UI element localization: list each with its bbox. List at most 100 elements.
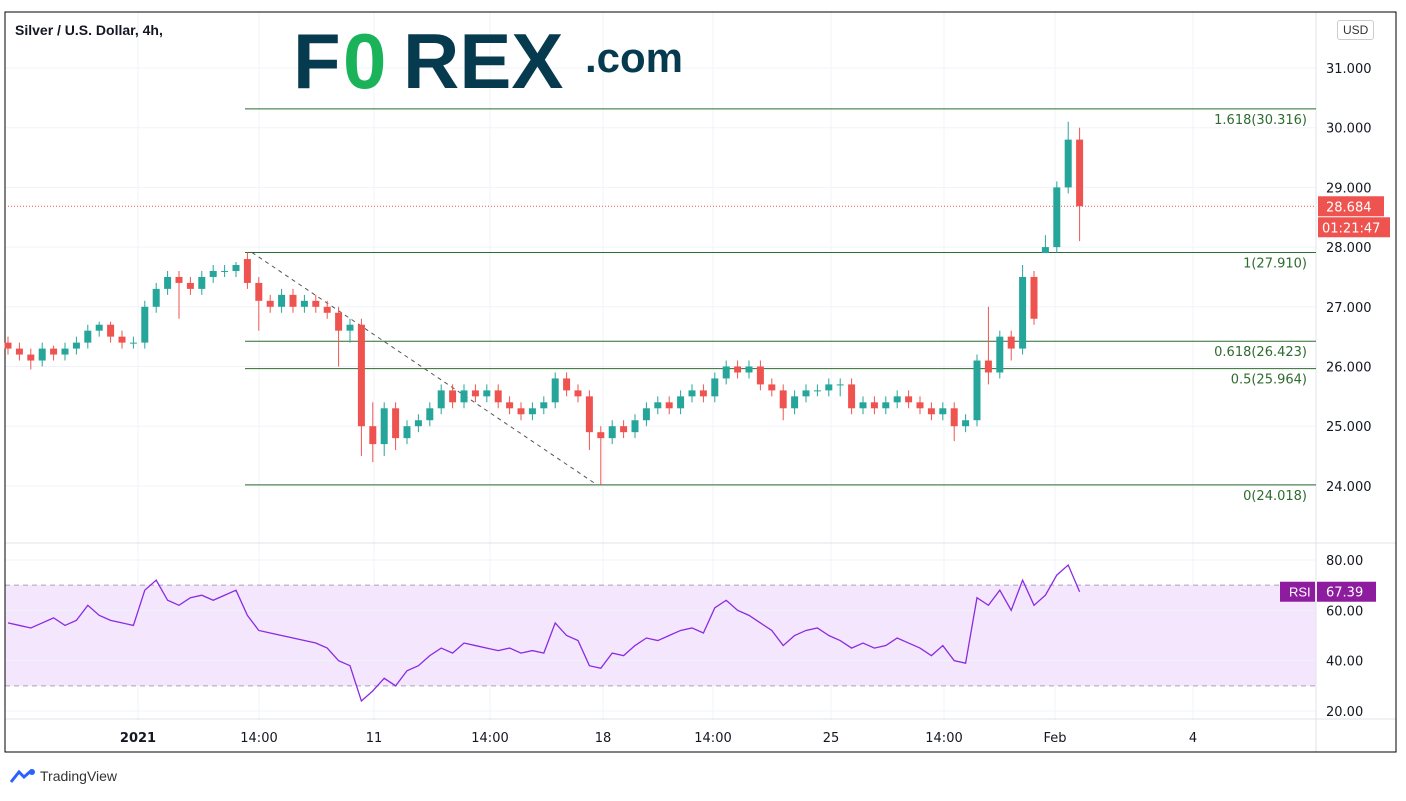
time-tick-label: 14:00 <box>694 731 731 746</box>
candle-body <box>574 390 582 397</box>
candle <box>620 420 628 439</box>
candle-body <box>357 324 365 427</box>
candle-body <box>61 348 69 355</box>
candle <box>905 390 913 409</box>
candle <box>357 318 365 457</box>
candle <box>528 402 536 421</box>
candle <box>1053 181 1061 254</box>
candle-body <box>905 396 913 403</box>
candle <box>198 270 206 295</box>
candle <box>494 384 502 409</box>
candle-body <box>380 408 388 445</box>
candle <box>882 396 890 415</box>
rsi-value-label: 67.39 <box>1326 586 1363 601</box>
candle <box>61 342 69 361</box>
candle <box>300 294 308 313</box>
candle-body <box>939 408 947 415</box>
candle-body <box>38 348 46 361</box>
candle <box>779 384 787 421</box>
candle-body <box>312 300 320 307</box>
candle-body <box>437 390 445 409</box>
currency-button[interactable]: USD <box>1337 20 1375 40</box>
price-tick-label: 26.000 <box>1326 361 1372 376</box>
candle <box>962 414 970 433</box>
candle <box>266 294 274 313</box>
candle <box>27 348 35 370</box>
countdown-value: 01:21:47 <box>1322 221 1380 236</box>
candle-body <box>414 420 422 427</box>
rsi-line <box>7 563 1081 703</box>
candle <box>836 378 844 397</box>
candle-body <box>984 360 992 373</box>
candle <box>927 402 935 421</box>
candle <box>665 396 673 415</box>
candle <box>129 336 137 349</box>
candle <box>677 390 685 415</box>
candle-body <box>813 390 821 392</box>
tradingview-logo-icon <box>10 768 35 783</box>
candle <box>642 402 650 427</box>
candle-body <box>221 270 229 272</box>
candle-body <box>688 390 696 397</box>
candle-body <box>198 276 206 289</box>
candle <box>1019 265 1027 355</box>
candle <box>118 330 126 349</box>
candle-body <box>802 390 810 397</box>
candle <box>369 402 377 463</box>
svg-text:REX: REX <box>403 26 563 96</box>
time-tick-label: Feb <box>1043 731 1066 746</box>
candle-body <box>346 324 354 331</box>
candle-body <box>779 390 787 409</box>
candle <box>449 384 457 409</box>
candle-body <box>722 366 730 379</box>
rsi-name-tag <box>1280 581 1315 602</box>
candle <box>164 270 172 295</box>
candle <box>346 318 354 343</box>
candle <box>414 414 422 433</box>
candle <box>939 402 947 421</box>
candle <box>221 265 229 277</box>
candle-body <box>836 384 844 386</box>
candle <box>745 360 753 379</box>
svg-text:.com: .com <box>585 34 683 81</box>
candle-body <box>870 402 878 409</box>
candle-body <box>255 282 263 301</box>
tradingview-brand[interactable]: TradingView <box>10 768 117 784</box>
candle <box>380 402 388 457</box>
candle <box>608 420 616 445</box>
candle <box>175 270 183 319</box>
candle-body <box>745 366 753 373</box>
time-tick-label: 14:00 <box>240 731 277 746</box>
candle-body <box>243 259 251 283</box>
candle <box>1041 235 1049 254</box>
candle <box>243 252 251 289</box>
candle <box>916 396 924 415</box>
candle <box>426 402 434 427</box>
candle <box>768 378 776 397</box>
candle <box>791 390 799 415</box>
candle-body <box>1007 336 1015 349</box>
time-tick-label: 14:00 <box>471 731 508 746</box>
candle-body <box>825 384 833 391</box>
candle <box>1064 121 1072 194</box>
chart-frame <box>4 11 1397 753</box>
candle-body <box>449 390 457 403</box>
candle-body <box>677 396 685 409</box>
candle-body <box>403 426 411 439</box>
candle <box>152 282 160 313</box>
candle-body <box>27 354 35 361</box>
candle-body <box>585 396 593 433</box>
candle <box>551 372 559 409</box>
candle-body <box>551 378 559 403</box>
candle <box>722 360 730 385</box>
fib-level-label: 0.5(25.964) <box>1231 373 1307 388</box>
candle <box>471 384 479 403</box>
candle <box>825 378 833 397</box>
candle-body <box>186 282 194 289</box>
candle-body <box>266 300 274 307</box>
trend-line <box>251 252 598 486</box>
candle <box>517 402 525 421</box>
candle <box>72 336 80 355</box>
svg-text:F: F <box>293 26 341 96</box>
